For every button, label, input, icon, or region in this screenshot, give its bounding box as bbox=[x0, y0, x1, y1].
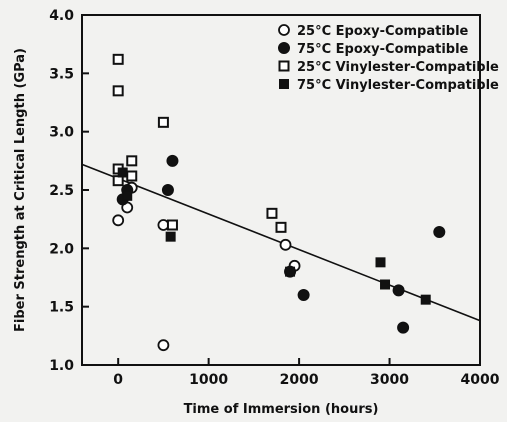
data-point-series-1 bbox=[297, 289, 310, 301]
y-tick-label: 4.0 bbox=[49, 8, 74, 24]
data-point-series-3 bbox=[375, 257, 386, 268]
data-point-series-1 bbox=[166, 154, 179, 167]
y-tick-label: 2.5 bbox=[49, 183, 74, 199]
data-point-series-0 bbox=[157, 219, 170, 231]
legend-label: 75°C Epoxy-Compatible bbox=[297, 42, 469, 57]
data-point-series-0 bbox=[279, 238, 292, 251]
legend-marker bbox=[278, 60, 290, 72]
data-point-series-2 bbox=[275, 221, 287, 233]
data-point-series-0 bbox=[112, 214, 125, 227]
data-point-series-3 bbox=[117, 167, 128, 178]
data-point-series-3 bbox=[285, 266, 296, 277]
legend-marker bbox=[278, 42, 290, 54]
data-point-series-0 bbox=[157, 339, 170, 352]
data-point-series-1 bbox=[392, 284, 405, 297]
data-point-series-2 bbox=[112, 53, 124, 65]
legend-marker bbox=[279, 79, 289, 89]
data-point-series-3 bbox=[122, 190, 133, 201]
legend: 25°C Epoxy-Compatible 75°C Epoxy-Compatib… bbox=[278, 24, 499, 93]
y-tick-label: 3.0 bbox=[49, 125, 74, 141]
x-tick-label: 1000 bbox=[189, 372, 228, 388]
x-tick-label: 4000 bbox=[461, 372, 500, 388]
data-point-series-2 bbox=[126, 170, 138, 182]
x-tick-label: 2000 bbox=[280, 372, 319, 388]
data-points bbox=[112, 53, 446, 352]
y-tick-label: 1.0 bbox=[49, 358, 74, 374]
data-point-series-1 bbox=[161, 184, 174, 196]
y-tick-label: 1.5 bbox=[49, 300, 74, 316]
data-point-series-2 bbox=[266, 207, 278, 219]
data-point-series-2 bbox=[166, 219, 178, 231]
data-point-series-2 bbox=[112, 175, 124, 187]
data-point-series-2 bbox=[126, 155, 138, 167]
data-point-series-2 bbox=[157, 116, 169, 128]
data-point-series-1 bbox=[397, 321, 410, 334]
legend-marker bbox=[278, 24, 290, 36]
x-axis-label: Time of Immersion (hours) bbox=[184, 402, 379, 417]
legend-label: 75°C Vinylester-Compatible bbox=[297, 78, 499, 93]
data-point-series-3 bbox=[165, 231, 176, 242]
axis-ticks: 0 1000 2000 3000 4000 1.0 1.5 2.0 2.5 3.0 3.5 4.0 bbox=[49, 8, 500, 388]
legend-label: 25°C Vinylester-Compatible bbox=[297, 60, 499, 75]
data-point-series-1 bbox=[433, 226, 446, 238]
x-tick-label: 3000 bbox=[370, 372, 409, 388]
x-tick-label: 0 bbox=[113, 372, 123, 388]
legend-label: 25°C Epoxy-Compatible bbox=[297, 24, 469, 39]
y-tick-label: 2.0 bbox=[49, 241, 74, 257]
y-tick-label: 3.5 bbox=[49, 66, 74, 82]
data-point-series-2 bbox=[112, 85, 124, 97]
data-point-series-3 bbox=[420, 294, 431, 305]
y-axis-label: Fiber Strength at Critical Length (GPa) bbox=[13, 48, 28, 332]
data-point-series-3 bbox=[380, 279, 391, 290]
